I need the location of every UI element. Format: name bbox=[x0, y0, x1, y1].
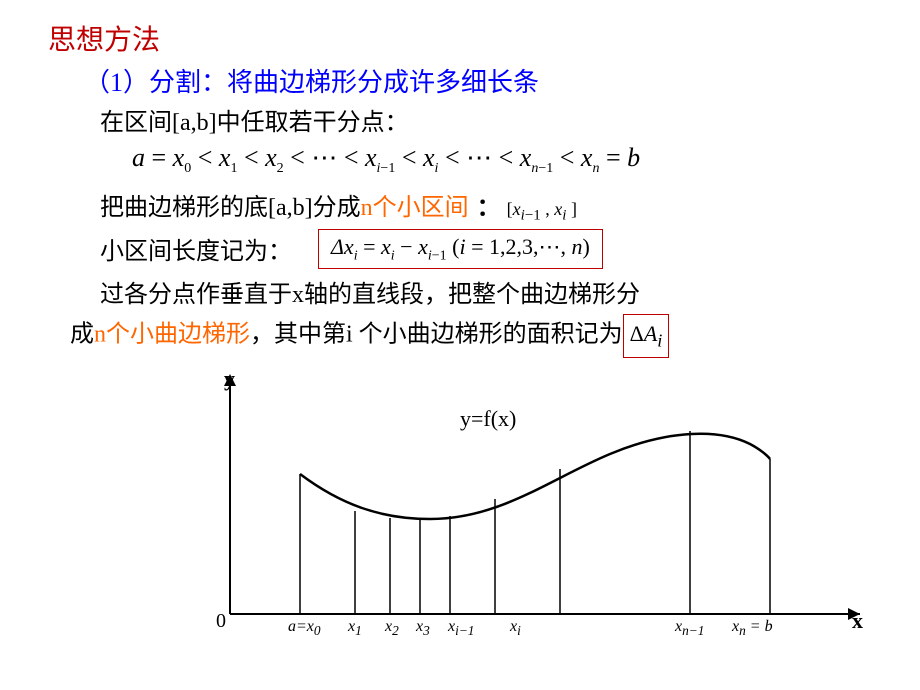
x-tick-label: x1 bbox=[348, 618, 362, 639]
function-label: y=f(x) bbox=[460, 406, 516, 432]
line3-orange: n个小区间 bbox=[361, 187, 469, 222]
y-axis-label: y bbox=[224, 366, 235, 392]
origin-label: 0 bbox=[216, 610, 226, 633]
main-inequality: a = x0 < x1 < x2 < ⋯ < xi−1 < xi < ⋯ < x… bbox=[132, 143, 880, 177]
x-tick-label: xn = b bbox=[732, 618, 773, 639]
paragraph-line-b: 成n个小曲边梯形，其中第i 个小曲边梯形的面积记为ΔAi bbox=[70, 314, 880, 358]
section-subtitle: （1）分割：将曲边梯形分成许多细长条 bbox=[84, 62, 880, 99]
chart-svg bbox=[180, 364, 880, 644]
x-tick-label: xi−1 bbox=[448, 618, 474, 639]
x-tick-label: a=x0 bbox=[288, 618, 321, 639]
text-line-4: 小区间长度记为： Δxi = xi − xi−1 (i = 1,2,3,⋯, n… bbox=[100, 229, 880, 269]
text-line-3: 把曲边梯形的底[a,b]分成 n个小区间 ： [xi−1 , xi ] bbox=[100, 187, 880, 225]
line3-pre: 把曲边梯形的底[a,b]分成 bbox=[100, 187, 361, 222]
para-b-orange: n个小曲边梯形 bbox=[94, 322, 250, 348]
riemann-chart: y x y=f(x) 0 a=x0 x1 x2 x3 xi−1 xi xn−1 xn = b bbox=[180, 364, 880, 644]
x-axis-label: x bbox=[852, 608, 863, 634]
para-b-pre: 成 bbox=[70, 322, 94, 348]
subinterval-notation: [xi−1 , xi ] bbox=[507, 199, 577, 225]
x-tick-label: x2 bbox=[385, 618, 399, 639]
page-title: 思想方法 bbox=[48, 18, 880, 58]
delta-x-formula: Δxi = xi − xi−1 (i = 1,2,3,⋯, n) bbox=[318, 229, 603, 269]
x-tick-label: xi bbox=[510, 618, 521, 639]
line3-colon: ： bbox=[477, 187, 501, 222]
line4-label: 小区间长度记为： bbox=[100, 231, 292, 266]
x-tick-label: xn−1 bbox=[675, 618, 704, 639]
delta-A-box: ΔAi bbox=[623, 314, 670, 358]
text-line-1: 在区间[a,b]中任取若干分点： bbox=[100, 105, 880, 141]
x-tick-label: x3 bbox=[416, 618, 430, 639]
para-b-post: ，其中第i 个小曲边梯形的面积记为 bbox=[250, 322, 623, 348]
paragraph-line-a: 过各分点作垂直于x轴的直线段，把整个曲边梯形分 bbox=[100, 277, 870, 314]
